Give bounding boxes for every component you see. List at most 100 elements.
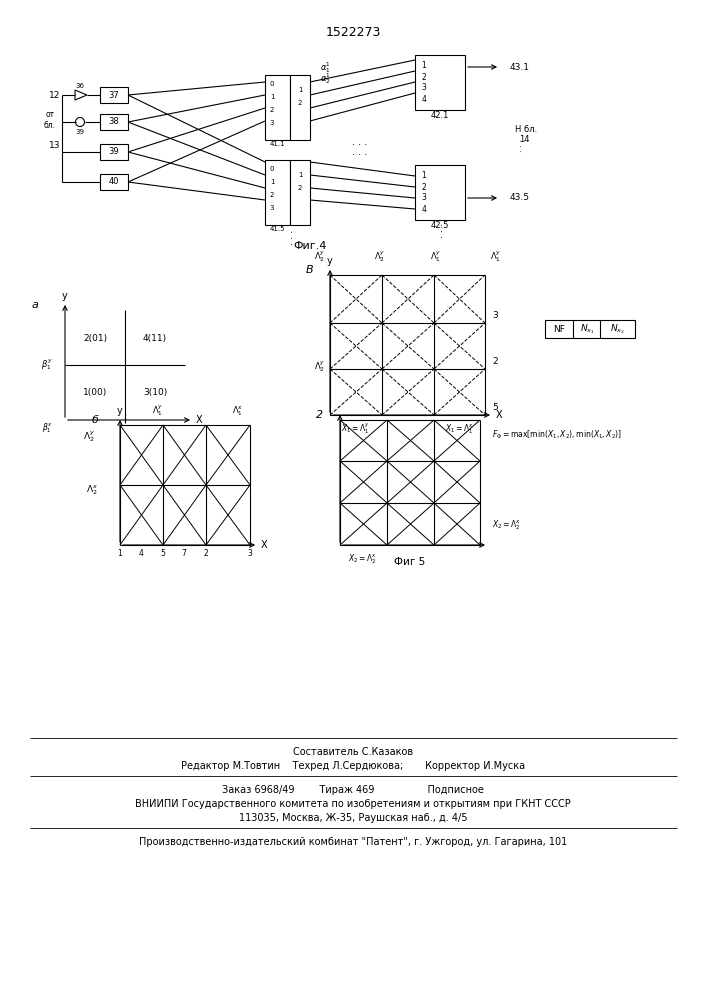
Text: $\beta_1^y$: $\beta_1^y$	[42, 358, 53, 372]
Text: $F_\Phi=\max[\min(X_1,X_2),\min(X_1,X_2)]$: $F_\Phi=\max[\min(X_1,X_2),\min(X_1,X_2)…	[492, 429, 622, 441]
Text: 39: 39	[109, 147, 119, 156]
Text: 2: 2	[317, 410, 324, 420]
Bar	[100, 87, 128, 103]
Bar	[415, 55, 465, 110]
Text: 4: 4	[421, 95, 426, 104]
Text: . . .: . . .	[435, 222, 445, 238]
Text: $\Lambda_2^y$: $\Lambda_2^y$	[374, 250, 386, 264]
Text: Заказ 6968/49        Тираж 469                 Подписное: Заказ 6968/49 Тираж 469 Подписное	[222, 785, 484, 795]
Text: от
бл.: от бл.	[43, 110, 55, 130]
Text: 4: 4	[139, 550, 144, 558]
Text: $X_1=\Lambda_1^x$: $X_1=\Lambda_1^x$	[445, 422, 474, 436]
Text: . . .: . . .	[352, 147, 368, 157]
Text: 2: 2	[298, 185, 302, 191]
Bar	[265, 75, 290, 140]
Text: X: X	[496, 410, 502, 420]
Text: 2: 2	[204, 550, 209, 558]
Text: 2: 2	[492, 357, 498, 365]
Text: $\Lambda_1^y$: $\Lambda_1^y$	[431, 250, 442, 264]
Text: 3: 3	[421, 194, 426, 202]
Text: Н бл.: Н бл.	[515, 125, 537, 134]
Text: $\beta_1^x$: $\beta_1^x$	[42, 421, 53, 435]
Text: 4: 4	[421, 205, 426, 214]
Text: $\Lambda_2^y$: $\Lambda_2^y$	[314, 360, 325, 374]
Text: $X_2=\Lambda_2^x$: $X_2=\Lambda_2^x$	[492, 518, 521, 532]
Text: 3: 3	[270, 205, 274, 211]
Text: $\Lambda_2^y$: $\Lambda_2^y$	[314, 250, 325, 264]
Text: 3: 3	[492, 310, 498, 320]
Text: 39: 39	[76, 129, 85, 135]
Bar	[290, 75, 310, 140]
Text: 3: 3	[270, 120, 274, 126]
Text: 113035, Москва, Ж-35, Раушская наб., д. 4/5: 113035, Москва, Ж-35, Раушская наб., д. …	[239, 813, 467, 823]
Text: Редактор М.Товтин    Техред Л.Сердюкова;       Корректор И.Муска: Редактор М.Товтин Техред Л.Сердюкова; Ко…	[181, 761, 525, 771]
Text: $N_{x_2}$: $N_{x_2}$	[609, 322, 624, 336]
Text: $\Lambda_2^x$: $\Lambda_2^x$	[86, 483, 98, 497]
Text: 13: 13	[49, 140, 60, 149]
Text: 2(01): 2(01)	[83, 334, 107, 342]
Text: 1: 1	[421, 172, 426, 180]
Text: . . .: . . .	[352, 137, 368, 147]
Text: 42.5: 42.5	[431, 221, 449, 230]
Text: 1: 1	[270, 179, 274, 185]
Text: Фиг 5: Фиг 5	[395, 557, 426, 567]
Text: 2: 2	[270, 107, 274, 113]
Text: $\Lambda_1^y$: $\Lambda_1^y$	[152, 404, 164, 418]
Bar	[265, 160, 290, 225]
Text: 41.5: 41.5	[269, 226, 285, 232]
Text: 43.5: 43.5	[510, 194, 530, 202]
Text: X: X	[196, 415, 202, 425]
Text: $\Lambda_1^x$: $\Lambda_1^x$	[233, 404, 244, 418]
Text: X: X	[261, 540, 267, 550]
Bar	[100, 144, 128, 160]
Text: 2: 2	[270, 192, 274, 198]
Text: 1522273: 1522273	[325, 25, 380, 38]
Text: 5: 5	[492, 402, 498, 412]
Text: a: a	[32, 300, 38, 310]
Text: $\alpha_2^1$: $\alpha_2^1$	[320, 72, 331, 86]
Text: $\alpha_1^1$: $\alpha_1^1$	[320, 61, 331, 75]
Text: . . .: . . .	[285, 229, 295, 245]
Bar	[290, 160, 310, 225]
Bar	[415, 165, 465, 220]
Text: 4(11): 4(11)	[143, 334, 167, 342]
Text: 2: 2	[298, 100, 302, 106]
Text: $X_2=\Lambda_2^x$: $X_2=\Lambda_2^x$	[349, 552, 378, 566]
Text: 42.1: 42.1	[431, 110, 449, 119]
Text: 12: 12	[49, 91, 60, 100]
Text: y: y	[62, 291, 68, 301]
Text: $\Lambda_2^y$: $\Lambda_2^y$	[83, 430, 95, 444]
Text: 37: 37	[109, 91, 119, 100]
Text: б: б	[92, 415, 98, 425]
Text: 2: 2	[421, 182, 426, 192]
Text: 36: 36	[76, 83, 85, 89]
Text: 41.1: 41.1	[269, 141, 285, 147]
Text: 43.1: 43.1	[510, 62, 530, 72]
Text: 14: 14	[519, 135, 530, 144]
Text: 3(10): 3(10)	[143, 387, 167, 396]
Text: 0: 0	[270, 81, 274, 87]
Text: 1: 1	[421, 62, 426, 70]
Text: 1: 1	[117, 550, 122, 558]
Text: 38: 38	[109, 117, 119, 126]
Text: y: y	[117, 406, 123, 416]
Text: $\Lambda_1^y$: $\Lambda_1^y$	[490, 250, 501, 264]
Bar	[545, 320, 635, 338]
Text: 7: 7	[182, 550, 187, 558]
Text: Производственно-издательский комбинат "Патент", г. Ужгород, ул. Гагарина, 101: Производственно-издательский комбинат "П…	[139, 837, 567, 847]
Text: 3: 3	[247, 550, 252, 558]
Text: 1: 1	[298, 172, 303, 178]
Text: B: B	[306, 265, 314, 275]
Text: ВНИИПИ Государственного комитета по изобретениям и открытиям при ГКНТ СССР: ВНИИПИ Государственного комитета по изоб…	[135, 799, 571, 809]
Text: Фиг.4: Фиг.4	[293, 241, 327, 251]
Text: . . .: . . .	[515, 138, 525, 152]
Text: 0: 0	[270, 166, 274, 172]
Text: $X_1=\Lambda_1^y$: $X_1=\Lambda_1^y$	[341, 422, 370, 436]
Bar	[100, 174, 128, 190]
Text: 1(00): 1(00)	[83, 387, 107, 396]
Text: 1: 1	[298, 87, 303, 93]
Bar	[100, 114, 128, 130]
Text: 40: 40	[109, 178, 119, 186]
Text: 2: 2	[421, 73, 426, 82]
Text: y: y	[327, 256, 333, 266]
